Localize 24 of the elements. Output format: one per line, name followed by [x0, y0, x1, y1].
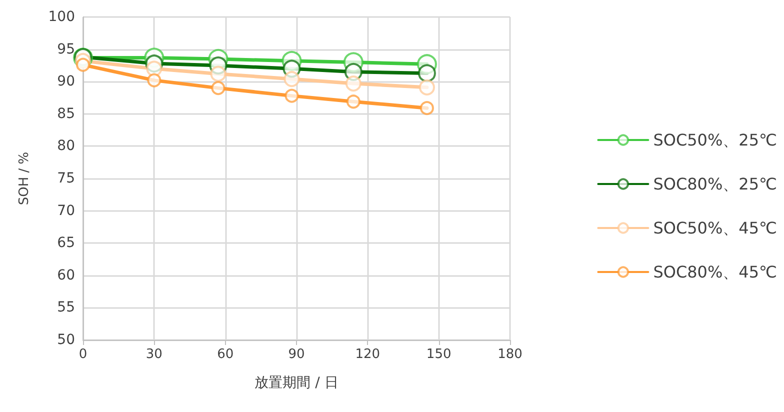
- y-tick-label: 60: [57, 267, 75, 284]
- legend-label: SOC50%、25℃: [653, 130, 777, 150]
- y-tick-label: 65: [57, 235, 75, 252]
- y-tick-label: 90: [57, 74, 75, 90]
- y-tick-label: 75: [57, 170, 75, 186]
- x-tick-label: 30: [146, 347, 162, 362]
- y-tick-label: 55: [57, 300, 75, 316]
- legend-label: SOC80%、45℃: [653, 262, 777, 282]
- x-tick-label: 120: [355, 347, 380, 362]
- legend-label: SOC80%、25℃: [653, 174, 777, 194]
- y-tick-label: 85: [57, 106, 75, 122]
- y-axis-title: SOH / %: [17, 152, 32, 206]
- x-tick-label: 150: [426, 347, 452, 362]
- y-tick-label: 80: [57, 138, 75, 154]
- y-tick-label: 95: [57, 41, 75, 58]
- y-tick-label: 100: [48, 9, 75, 25]
- x-tick-label: 180: [498, 347, 522, 362]
- x-tick-label: 0: [78, 347, 88, 362]
- x-tick-label: 90: [288, 347, 305, 362]
- legend-label: SOC50%、45℃: [653, 218, 777, 238]
- y-tick-label: 50: [57, 332, 75, 348]
- x-tick-label: 60: [217, 347, 234, 362]
- x-axis-title: 放置期間 / 日: [254, 375, 338, 391]
- y-tick-label: 70: [57, 202, 75, 219]
